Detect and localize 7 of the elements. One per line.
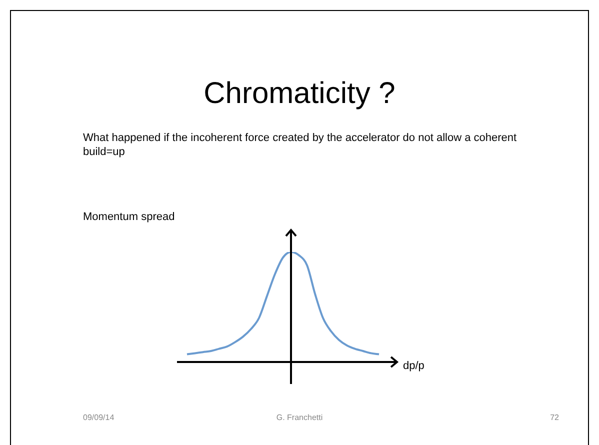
- chart-subtitle: What happened if the incoherent force created by the accelerator do not allow a coherent build=up: [83, 131, 518, 159]
- x-axis-title: dp/p: [403, 360, 424, 372]
- y-axis-title: Momentum spread: [83, 211, 175, 223]
- text: G. Franchetti: [276, 413, 323, 422]
- text: 09/09/14: [83, 413, 114, 422]
- chart-title: Chromaticity ?: [202, 77, 396, 111]
- text: 72: [550, 413, 559, 422]
